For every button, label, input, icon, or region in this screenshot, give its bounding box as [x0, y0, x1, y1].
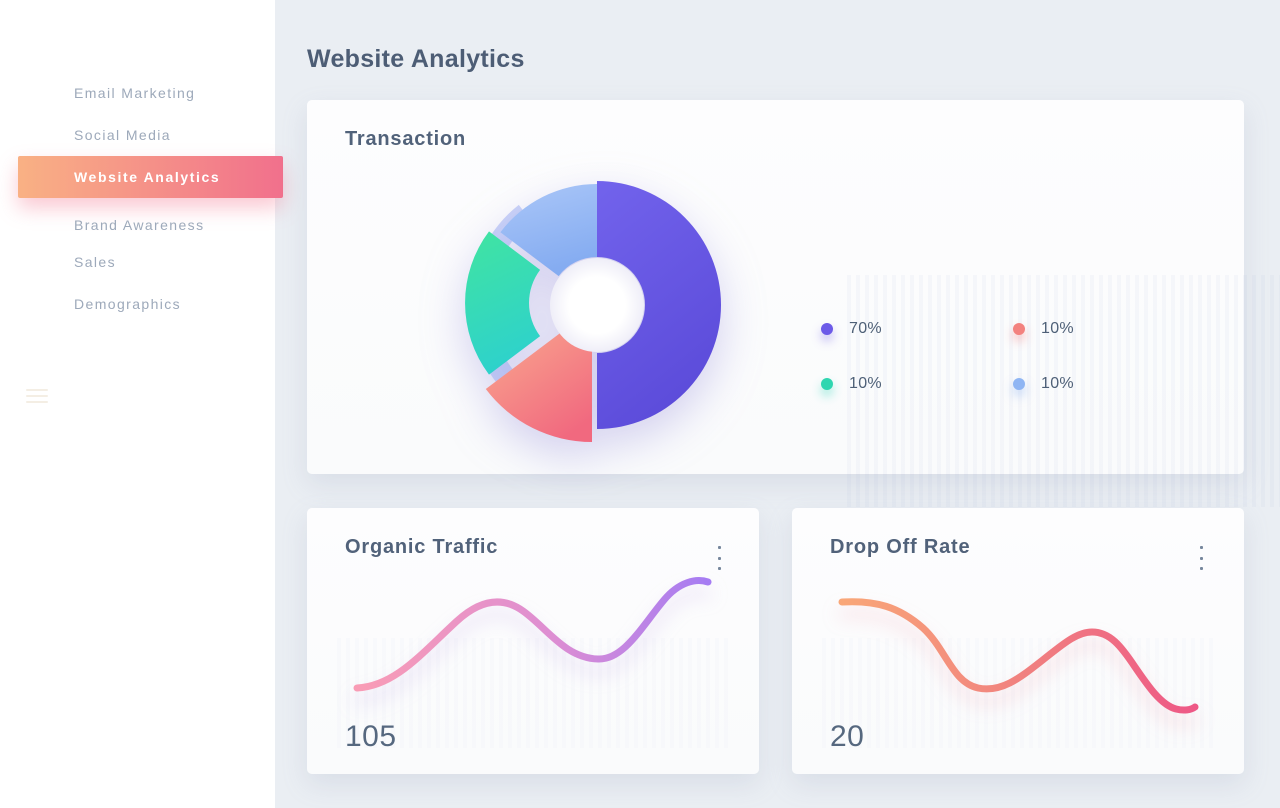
more-options-icon[interactable] — [712, 546, 726, 570]
menu-icon[interactable] — [26, 389, 48, 407]
legend-item-teal-10: 10% — [821, 375, 1013, 393]
donut-slice-blue-10 — [500, 184, 597, 277]
drop-off-rate-line — [838, 598, 1199, 714]
legend-item-blue-10: 10% — [1013, 375, 1074, 393]
drop-off-rate-card: Drop Off Rate 20 — [792, 508, 1244, 774]
sidebar-item-label: Website Analytics — [74, 169, 221, 185]
legend-dot-purple — [821, 323, 833, 335]
donut-slice-coral-10 — [485, 333, 592, 442]
sidebar-item-website-analytics[interactable]: Website Analytics — [18, 156, 283, 198]
donut-legend: 70% 10% 10% 10% — [821, 320, 1074, 393]
organic-traffic-title: Organic Traffic — [345, 536, 499, 558]
drop-off-rate-title: Drop Off Rate — [830, 536, 971, 558]
legend-dot-teal — [821, 378, 833, 390]
more-options-icon[interactable] — [1194, 546, 1208, 570]
page-title: Website Analytics — [307, 45, 525, 73]
legend-dot-blue — [1013, 378, 1025, 390]
sidebar-item-brand-awareness[interactable]: Brand Awareness — [74, 217, 205, 233]
transaction-card-title: Transaction — [345, 128, 467, 150]
sidebar-item-sales[interactable]: Sales — [74, 254, 117, 270]
organic-traffic-line-chart — [353, 577, 712, 692]
organic-traffic-value: 105 — [345, 720, 397, 753]
legend-label: 10% — [849, 375, 882, 392]
legend-dot-coral — [1013, 323, 1025, 335]
organic-traffic-line — [353, 577, 712, 692]
drop-off-rate-line-chart — [838, 598, 1199, 714]
donut-slice-teal-10 — [465, 231, 541, 375]
sidebar-item-email-marketing[interactable]: Email Marketing — [74, 85, 196, 101]
legend-label: 70% — [849, 320, 882, 337]
sidebar-item-social-media[interactable]: Social Media — [74, 127, 171, 143]
sidebar: Email Marketing Social Media Website Ana… — [0, 0, 283, 808]
donut-slice-70 — [597, 181, 721, 429]
drop-off-rate-value: 20 — [830, 720, 865, 753]
legend-item-coral-10: 10% — [1013, 320, 1074, 338]
legend-label: 10% — [1041, 375, 1074, 392]
transaction-card: Transaction — [307, 100, 1280, 507]
transaction-donut-chart — [465, 181, 721, 442]
legend-item-70: 70% — [821, 320, 1013, 338]
legend-label: 10% — [1041, 320, 1074, 337]
donut-hole — [550, 258, 644, 352]
organic-traffic-card: Organic Traffic 105 — [307, 508, 759, 774]
sidebar-item-demographics[interactable]: Demographics — [74, 296, 182, 312]
